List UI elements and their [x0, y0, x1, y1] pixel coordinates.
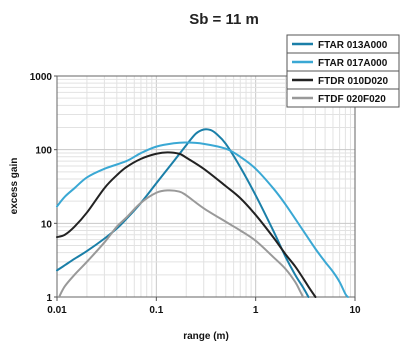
- legend-entry: FTAR 017A000: [318, 58, 388, 69]
- y-axis-label: excess gain: [9, 158, 20, 215]
- series-line-2: [56, 141, 349, 298]
- series-line-4: [58, 189, 305, 298]
- y-tick-label: 1: [46, 293, 52, 304]
- chart-title: Sb = 11 m: [189, 11, 259, 28]
- series-line-3: [56, 151, 317, 298]
- y-tick-labels: 1 10 100 1000: [30, 72, 57, 304]
- legend: FTAR 013A000 FTAR 017A000 FTDR 010D020 FTDF…: [286, 34, 400, 108]
- y-tick-label: 100: [35, 146, 52, 157]
- legend-entry: FTAR 013A000: [318, 40, 388, 51]
- plot-frame: [56, 75, 356, 298]
- series-line-1: [56, 128, 310, 298]
- x-tick-labels: 0.01 0.1 1 10: [47, 297, 361, 316]
- legend-entry: FTDR 010D020: [318, 76, 388, 87]
- grid: [57, 76, 355, 297]
- x-tick-label: 0.1: [149, 305, 163, 316]
- x-tick-label: 1: [253, 305, 259, 316]
- x-tick-label: 0.01: [47, 305, 67, 316]
- series-lines: [56, 128, 349, 298]
- y-tick-label: 1000: [30, 72, 53, 83]
- y-tick-label: 10: [41, 219, 53, 230]
- legend-entry: FTDF 020F020: [318, 94, 386, 105]
- x-tick-label: 10: [349, 305, 361, 316]
- x-axis-label: range (m): [183, 331, 229, 342]
